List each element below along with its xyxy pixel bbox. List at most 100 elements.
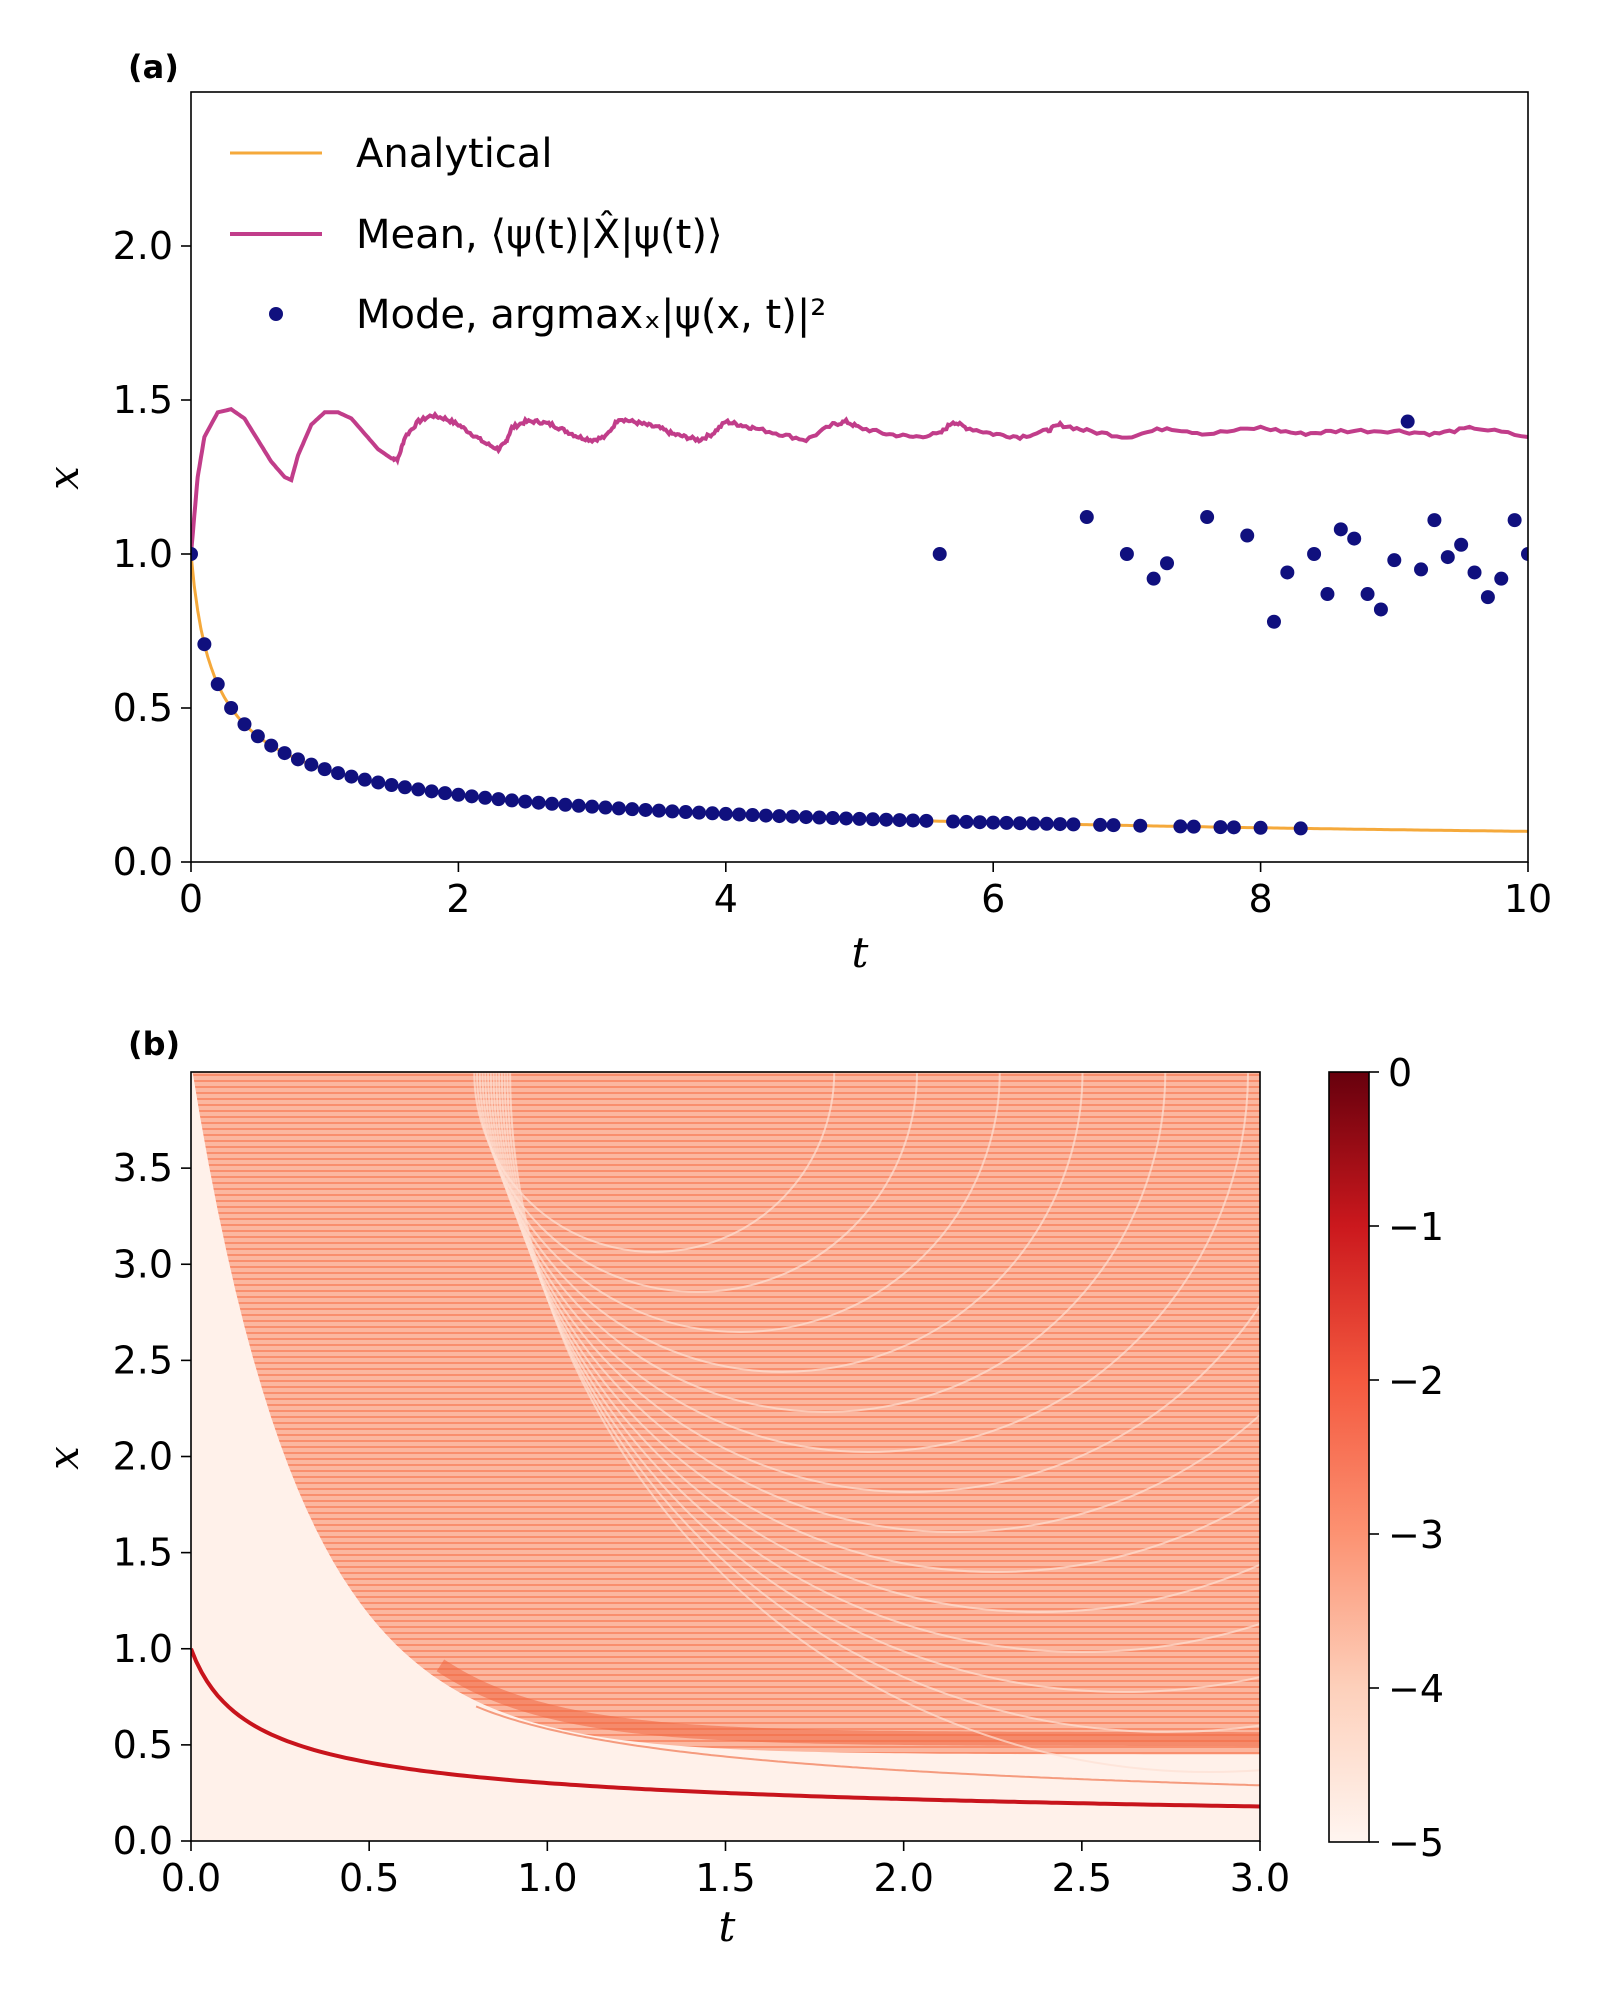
mode-point bbox=[692, 805, 707, 820]
panel-b-y-label: x bbox=[39, 1446, 88, 1470]
mode-point bbox=[585, 799, 600, 814]
mode-point bbox=[1106, 818, 1121, 833]
panel-a-frame bbox=[190, 91, 1529, 863]
series-mode-points bbox=[191, 414, 1528, 836]
mode-point bbox=[825, 811, 840, 825]
x-tick-label: 2.0 bbox=[873, 1856, 933, 1900]
mode-point bbox=[1440, 550, 1455, 565]
mode-point bbox=[558, 797, 573, 812]
mode-point bbox=[1467, 565, 1482, 580]
mode-point bbox=[1507, 513, 1522, 528]
mode-point bbox=[839, 811, 854, 826]
panel-a-y-axis: 0.0 0.5 1.0 1.5 2.0 bbox=[113, 224, 191, 884]
x-tick-label: 2.5 bbox=[1052, 1856, 1112, 1900]
x-tick-label: 6 bbox=[981, 877, 1005, 921]
mode-point bbox=[732, 807, 747, 822]
mode-point bbox=[1146, 571, 1161, 586]
y-tick-label: 1.5 bbox=[113, 378, 173, 422]
mode-point bbox=[464, 789, 479, 804]
mode-point bbox=[1400, 414, 1415, 429]
mode-point bbox=[1293, 821, 1308, 836]
heatmap-secondary-ridge bbox=[475, 1705, 1260, 1787]
mode-point bbox=[625, 802, 640, 817]
x-tick-label: 10 bbox=[1504, 877, 1552, 921]
mode-point bbox=[999, 815, 1014, 830]
y-tick-label: 3.5 bbox=[113, 1146, 173, 1190]
mode-point bbox=[1026, 816, 1041, 831]
mode-point bbox=[1280, 565, 1295, 580]
mode-point bbox=[892, 813, 907, 828]
mode-point bbox=[317, 762, 332, 777]
mode-point bbox=[571, 798, 586, 813]
x-tick-label: 0.5 bbox=[339, 1856, 399, 1900]
mode-point bbox=[290, 752, 305, 767]
panel-b-label: (b) bbox=[128, 1025, 180, 1063]
mode-point bbox=[678, 805, 693, 820]
mode-point bbox=[1360, 587, 1375, 602]
panel-b: (b) 0.0 0.5 1.0 1.5 2.0 2.5 3.0 0.0 0.5 1.0 1.5 2.… bbox=[39, 1025, 1600, 1951]
legend-swatch-mode bbox=[269, 307, 283, 321]
mode-point bbox=[1333, 522, 1348, 537]
x-tick-label: 4 bbox=[714, 877, 738, 921]
mode-point bbox=[1373, 602, 1388, 617]
y-tick-label: 0.5 bbox=[113, 686, 173, 730]
mode-point bbox=[1186, 819, 1201, 834]
mode-point bbox=[478, 790, 493, 805]
y-tick-label: 1.0 bbox=[113, 1627, 173, 1671]
panel-b-heatmap bbox=[191, 1072, 1600, 1841]
heatmap-arcs bbox=[473, 1072, 1600, 1772]
mode-point bbox=[344, 769, 359, 784]
mode-point bbox=[491, 792, 506, 807]
colorbar-tick-label: −1 bbox=[1388, 1205, 1444, 1249]
mode-point bbox=[1427, 513, 1442, 528]
mode-point bbox=[1173, 819, 1188, 834]
mode-point bbox=[785, 809, 800, 824]
colorbar-tick-label: −3 bbox=[1388, 1513, 1444, 1557]
mode-point bbox=[531, 795, 546, 810]
mode-point bbox=[1160, 556, 1175, 571]
mode-point bbox=[357, 772, 372, 787]
mode-point bbox=[1213, 820, 1228, 835]
mode-point bbox=[197, 637, 212, 652]
legend-label-mode: Mode, argmaxₓ|ψ(x, t)|² bbox=[356, 292, 826, 338]
mode-point bbox=[598, 800, 613, 815]
mode-point bbox=[397, 780, 412, 795]
mode-point bbox=[504, 793, 519, 808]
mode-point bbox=[304, 757, 319, 772]
mode-point bbox=[224, 701, 239, 715]
mode-point bbox=[544, 796, 559, 811]
mode-point bbox=[1079, 510, 1094, 525]
mode-point bbox=[1454, 537, 1469, 552]
mode-point bbox=[1387, 553, 1402, 568]
mode-point bbox=[718, 806, 733, 821]
mode-point bbox=[852, 811, 867, 826]
panel-a-x-label: t bbox=[852, 928, 869, 977]
mode-point bbox=[745, 808, 760, 823]
x-tick-label: 3.0 bbox=[1230, 1856, 1290, 1900]
panel-a: (a) 0 2 4 6 8 10 0.0 0.5 1.0 1.5 2.0 t x Analytic… bbox=[39, 48, 1552, 977]
mode-point bbox=[237, 717, 252, 732]
mode-point bbox=[758, 808, 773, 823]
colorbar-tick-label: 0 bbox=[1388, 1051, 1412, 1095]
mode-point bbox=[191, 547, 198, 561]
mode-point bbox=[331, 766, 346, 781]
mode-point bbox=[264, 738, 279, 753]
panel-a-x-axis: 0 2 4 6 8 10 bbox=[179, 862, 1552, 921]
x-tick-label: 8 bbox=[1249, 877, 1273, 921]
panel-a-label: (a) bbox=[128, 48, 179, 86]
mode-point bbox=[1521, 547, 1528, 561]
colorbar: 0 −1 −2 −3 −4 −5 bbox=[1328, 1051, 1444, 1865]
mode-point bbox=[799, 810, 814, 825]
y-tick-label: 0.0 bbox=[113, 840, 173, 884]
mode-point bbox=[1119, 547, 1134, 561]
mode-point bbox=[1012, 816, 1027, 831]
y-tick-label: 2.0 bbox=[113, 224, 173, 268]
mode-point bbox=[371, 775, 386, 790]
colorbar-tick-label: −4 bbox=[1388, 1667, 1444, 1711]
mode-point bbox=[1266, 614, 1281, 629]
mode-point bbox=[919, 813, 934, 828]
mode-point bbox=[772, 809, 787, 824]
mode-point bbox=[1347, 531, 1362, 546]
legend-label-mean: Mean, ⟨ψ(t)|X̂|ψ(t)⟩ bbox=[356, 210, 723, 258]
